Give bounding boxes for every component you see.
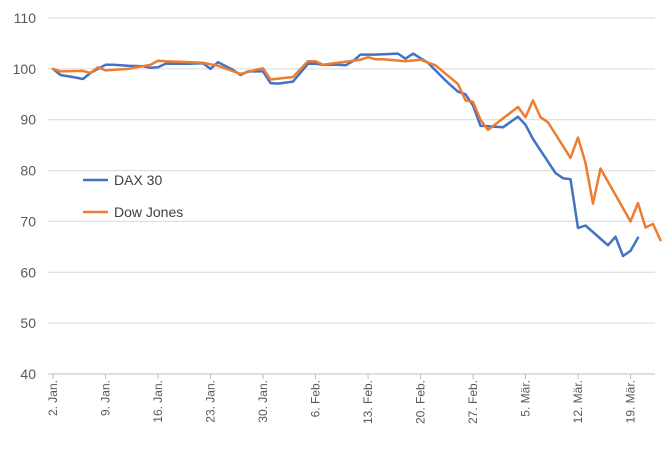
x-tick-label: 20. Feb. xyxy=(414,380,428,424)
x-tick-label: 30. Jan. xyxy=(256,380,270,423)
x-tick-label: 16. Jan. xyxy=(151,380,165,423)
x-tick-label: 27. Feb. xyxy=(466,380,480,424)
x-tick-label: 6. Feb. xyxy=(309,380,323,417)
gridlines xyxy=(48,17,655,324)
x-tick-label: 5. Mär. xyxy=(519,380,533,417)
x-tick-label: 19. Mär. xyxy=(624,380,638,423)
x-tick-label: 9. Jan. xyxy=(99,380,113,416)
series-line-dow-jones xyxy=(51,55,662,242)
series-line-dax-30 xyxy=(51,52,640,258)
y-tick-label: 60 xyxy=(20,264,36,280)
x-axis-ticks: 2. Jan. 9. Jan. 16. Jan. 23. Jan. 30. Jan. 6.… xyxy=(46,374,638,424)
y-axis-ticks: 40 50 60 70 80 90 100 110 xyxy=(13,10,37,382)
y-tick-label: 100 xyxy=(13,61,37,77)
y-tick-label: 90 xyxy=(20,112,36,128)
series-lines xyxy=(51,52,662,258)
y-tick-label: 40 xyxy=(20,366,36,382)
y-tick-label: 70 xyxy=(20,213,36,229)
legend-label: DAX 30 xyxy=(114,172,162,188)
x-tick-label: 12. Mär. xyxy=(571,380,585,423)
x-tick-label: 13. Feb. xyxy=(361,380,375,424)
y-tick-label: 50 xyxy=(20,315,36,331)
x-tick-label: 23. Jan. xyxy=(204,380,218,423)
x-tick-label: 2. Jan. xyxy=(46,380,60,416)
legend-label: Dow Jones xyxy=(114,204,183,220)
y-tick-label: 110 xyxy=(14,10,37,26)
legend: DAX 30 Dow Jones xyxy=(83,172,183,220)
y-tick-label: 80 xyxy=(20,163,36,179)
